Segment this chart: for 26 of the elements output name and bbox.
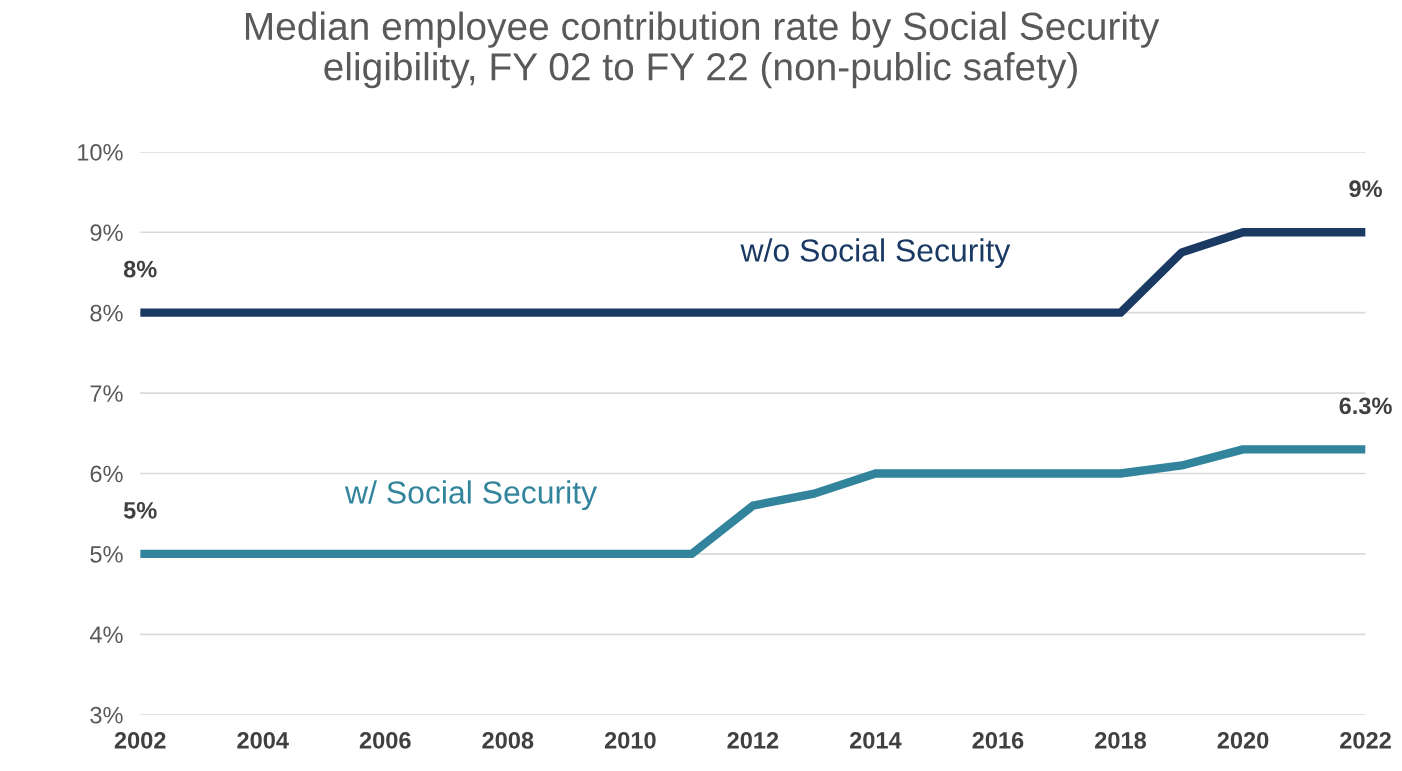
x-tick-label: 2022 [1340,732,1391,749]
y-tick-label: 3% [90,706,123,724]
data-label: 5% [123,502,157,519]
y-tick-label: 4% [89,626,123,644]
x-tick-label: 2002 [114,732,166,749]
series-label: w/ Social Security [344,480,598,511]
y-tick-label: 6% [90,465,123,483]
chart-title: Median employee contribution rate by Social Security eligibility, FY 02 to FY 22 (non-public safety) [245,11,1160,89]
x-tick-label: 2020 [1217,732,1269,749]
x-tick-label: 2014 [849,732,902,749]
data-label: 6.3% [1339,397,1392,415]
x-tick-label: 2010 [604,732,656,749]
x-tick-label: 2016 [972,732,1024,749]
data-label: 8% [123,260,157,278]
y-tick-label: 8% [90,304,123,322]
x-tick-label: 2012 [727,732,779,749]
y-tick-label: 7% [90,385,123,402]
x-tick-label: 2006 [359,732,411,749]
x-tick-label: 2018 [1095,732,1147,749]
x-tick-label: 2008 [482,732,534,749]
y-tick-label: 9% [90,224,123,242]
data-label: 9% [1349,180,1382,198]
x-tick-label: 2004 [237,732,289,749]
y-tick-label: 5% [90,546,123,563]
y-tick-label: 10% [78,143,123,161]
series-label: w/o Social Security [740,238,1011,269]
